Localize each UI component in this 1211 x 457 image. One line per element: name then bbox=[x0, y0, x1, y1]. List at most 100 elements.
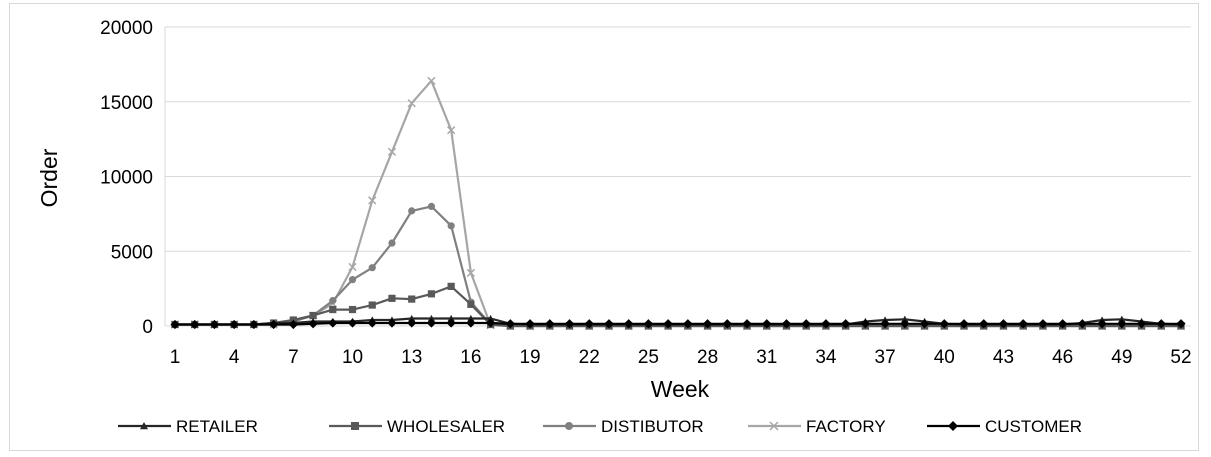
legend-item-wholesaler: WHOLESALER bbox=[329, 417, 505, 436]
data-point-customer bbox=[900, 319, 910, 329]
x-tick-label: 16 bbox=[460, 347, 481, 368]
x-tick-label: 46 bbox=[1052, 347, 1073, 368]
data-point-customer bbox=[229, 319, 239, 330]
data-point-retailer bbox=[1118, 315, 1126, 323]
x-tick-label: 10 bbox=[342, 347, 363, 368]
data-point-customer bbox=[347, 318, 358, 328]
legend-marker-distibutor bbox=[565, 422, 573, 430]
legend-label: DISTIBUTOR bbox=[601, 417, 704, 436]
data-point-customer bbox=[1058, 319, 1068, 329]
x-tick-label: 28 bbox=[697, 347, 718, 368]
data-point-customer bbox=[762, 319, 772, 329]
data-point-customer bbox=[880, 319, 890, 329]
data-point-wholesaler bbox=[388, 294, 396, 302]
data-point-distibutor bbox=[427, 202, 436, 210]
data-point-retailer bbox=[487, 314, 495, 322]
data-point-customer bbox=[1097, 319, 1107, 329]
legend: RETAILER WHOLESALER DISTIBUTOR FACTORY CUSTO… bbox=[118, 417, 1082, 436]
series-line-customer bbox=[175, 321, 1181, 326]
legend-label: FACTORY bbox=[806, 417, 886, 436]
gridlines bbox=[164, 26, 1191, 327]
x-tick-label: 52 bbox=[1170, 347, 1191, 368]
x-tick-label: 22 bbox=[579, 347, 600, 368]
data-point-customer bbox=[545, 319, 555, 329]
y-axis-title: Order bbox=[36, 148, 62, 207]
data-point-customer bbox=[919, 319, 930, 329]
data-point-customer bbox=[564, 319, 575, 329]
data-point-customer bbox=[702, 319, 713, 329]
data-point-customer bbox=[288, 319, 298, 330]
data-point-customer bbox=[190, 319, 200, 330]
legend-marker-factory bbox=[769, 421, 779, 431]
legend-label: CUSTOMER bbox=[985, 417, 1082, 436]
data-point-customer bbox=[367, 318, 377, 328]
series-distibutor bbox=[171, 202, 1185, 330]
x-tick-label: 7 bbox=[288, 347, 299, 368]
data-point-customer bbox=[466, 318, 476, 328]
series-line-factory bbox=[175, 79, 1181, 328]
chart-frame bbox=[9, 3, 1199, 451]
data-point-distibutor bbox=[368, 264, 376, 272]
legend-item-distibutor: DISTIBUTOR bbox=[543, 417, 704, 436]
data-point-customer bbox=[860, 319, 870, 329]
y-tick-label: 10000 bbox=[100, 168, 153, 189]
x-tick-label: 49 bbox=[1111, 347, 1132, 368]
data-point-customer bbox=[1117, 319, 1127, 329]
legend-marker-retailer bbox=[140, 422, 148, 430]
data-point-factory bbox=[466, 268, 476, 278]
data-point-wholesaler bbox=[329, 305, 337, 314]
legend-item-factory: FACTORY bbox=[748, 417, 886, 436]
legend-label: RETAILER bbox=[176, 417, 258, 436]
data-point-customer bbox=[308, 319, 318, 329]
data-point-factory bbox=[447, 126, 456, 135]
y-tick-labels: 0 5000 10000 15000 20000 bbox=[100, 18, 153, 338]
data-point-distibutor bbox=[329, 296, 337, 305]
legend-marker-customer bbox=[948, 421, 958, 431]
data-point-wholesaler bbox=[309, 311, 317, 320]
legend-marker-wholesaler bbox=[351, 422, 359, 430]
data-point-customer bbox=[1156, 319, 1166, 329]
data-point-retailer bbox=[467, 314, 475, 322]
x-tick-label: 43 bbox=[993, 347, 1014, 368]
data-point-wholesaler bbox=[368, 301, 376, 309]
data-point-customer bbox=[505, 319, 515, 329]
data-point-customer bbox=[959, 319, 969, 329]
data-point-customer bbox=[841, 319, 851, 329]
data-point-customer bbox=[821, 319, 831, 329]
data-point-customer bbox=[604, 319, 614, 329]
data-point-distibutor bbox=[447, 222, 455, 230]
legend-label: WHOLESALER bbox=[387, 417, 505, 436]
data-point-factory bbox=[368, 196, 377, 205]
data-point-customer bbox=[624, 319, 634, 329]
data-point-customer bbox=[683, 319, 693, 329]
data-point-customer bbox=[1038, 319, 1048, 329]
data-point-customer bbox=[170, 319, 180, 330]
data-point-retailer bbox=[427, 314, 436, 322]
y-tick-label: 0 bbox=[142, 317, 153, 338]
series-factory bbox=[170, 76, 1186, 331]
data-point-wholesaler bbox=[467, 300, 475, 308]
data-point-customer bbox=[722, 319, 732, 329]
data-point-customer bbox=[801, 319, 811, 329]
x-tick-label: 13 bbox=[401, 347, 422, 368]
data-point-customer bbox=[663, 319, 673, 329]
y-tick-label: 5000 bbox=[111, 242, 153, 263]
data-point-customer bbox=[1077, 319, 1087, 329]
x-tick-label: 25 bbox=[638, 347, 659, 368]
x-tick-label: 31 bbox=[756, 347, 777, 368]
data-point-retailer bbox=[408, 314, 416, 322]
data-point-customer bbox=[446, 318, 456, 328]
data-point-customer bbox=[998, 319, 1009, 329]
series-layer bbox=[170, 76, 1186, 331]
legend-item-retailer: RETAILER bbox=[118, 417, 258, 436]
data-point-customer bbox=[209, 319, 220, 330]
data-point-retailer bbox=[447, 314, 455, 322]
data-point-retailer bbox=[901, 315, 909, 323]
data-point-customer bbox=[1018, 319, 1028, 329]
data-point-customer bbox=[407, 318, 417, 328]
data-point-factory bbox=[407, 99, 416, 108]
data-point-customer bbox=[269, 319, 279, 330]
data-point-customer bbox=[486, 318, 496, 328]
data-point-factory bbox=[387, 147, 397, 156]
